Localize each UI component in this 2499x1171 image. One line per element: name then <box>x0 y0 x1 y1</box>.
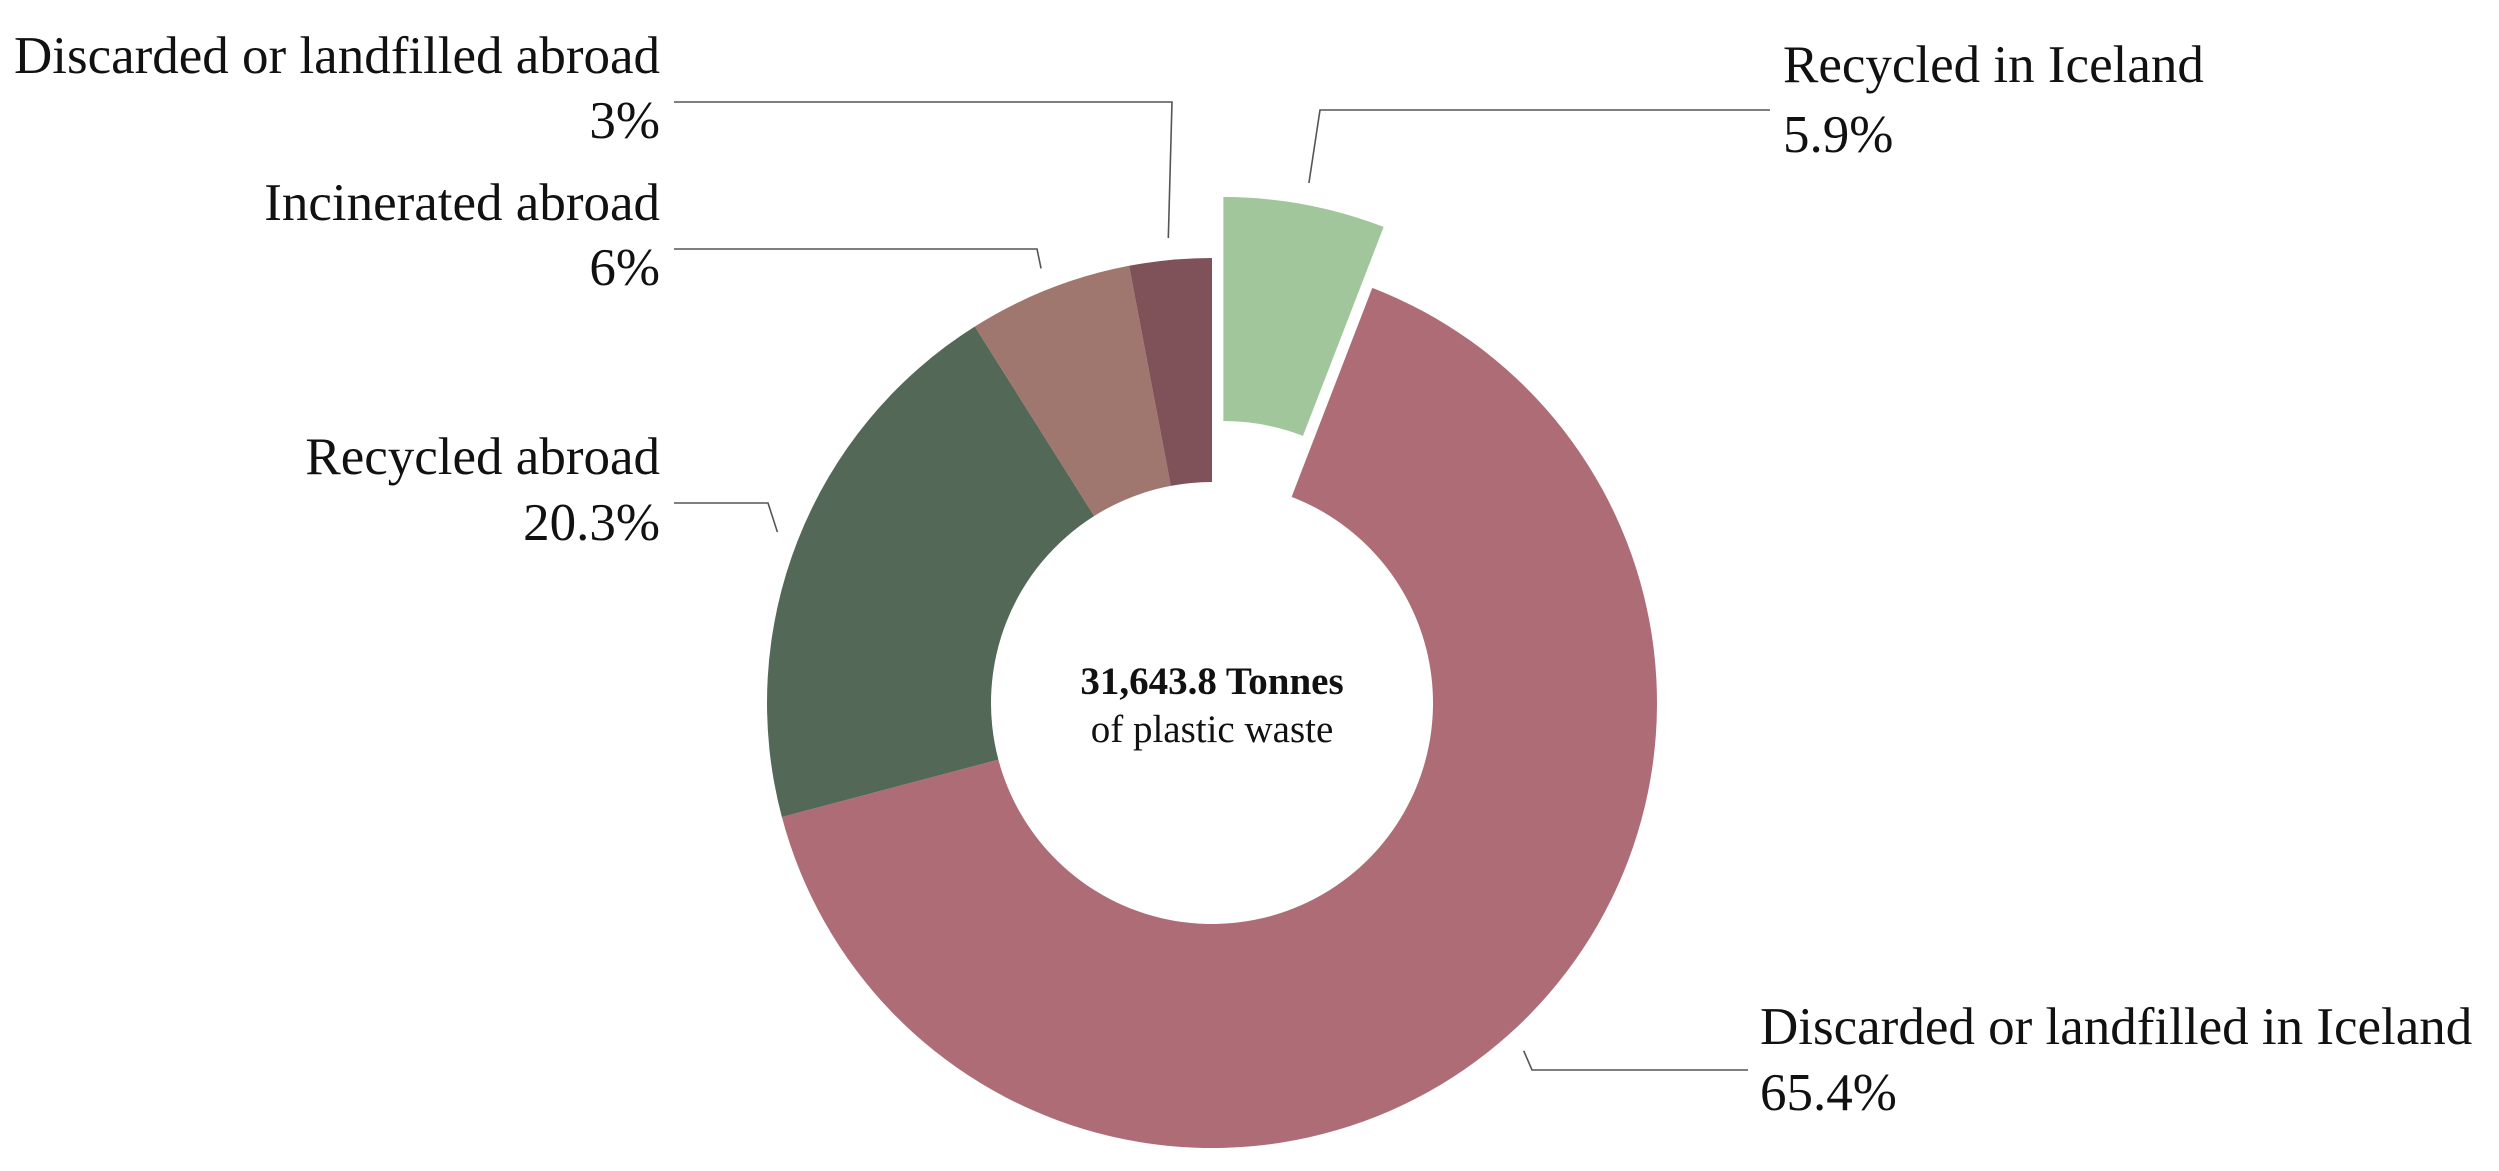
slice-recycled-in-iceland <box>1223 197 1384 436</box>
value-label-discarded-or-landfilled-abroad: 3% <box>589 92 660 150</box>
label-recycled-in-iceland: Recycled in Iceland <box>1783 36 2204 94</box>
labels-layer: Recycled in Iceland 5.9% Discarded or land… <box>14 27 2472 1122</box>
slice-discarded-or-landfilled-in-iceland <box>781 287 1658 1149</box>
center-subtitle: of plastic waste <box>1091 708 1334 751</box>
leader-line-recycled-in-iceland <box>1308 109 1770 184</box>
slices-layer <box>767 197 1658 1149</box>
value-label-discarded-or-landfilled-in-iceland: 65.4% <box>1760 1064 1897 1122</box>
label-recycled-abroad: Recycled abroad <box>305 428 660 486</box>
leader-line-incinerated-abroad <box>674 248 1042 269</box>
label-incinerated-abroad: Incinerated abroad <box>264 174 660 232</box>
center-total: 31,643.8 Tonnes <box>1080 660 1343 703</box>
label-discarded-or-landfilled-in-iceland: Discarded or landfilled in Iceland <box>1760 998 2472 1056</box>
leader-line-recycled-abroad <box>674 502 779 533</box>
value-label-recycled-in-iceland: 5.9% <box>1783 106 1893 164</box>
value-label-recycled-abroad: 20.3% <box>523 494 660 552</box>
leader-line-discarded-or-landfilled-abroad <box>674 101 1173 239</box>
center-label: 31,643.8 Tonnes of plastic waste <box>1080 660 1343 751</box>
leader-line-discarded-or-landfilled-in-iceland <box>1522 1050 1748 1071</box>
slice-incinerated-abroad <box>974 265 1171 517</box>
value-label-incinerated-abroad: 6% <box>589 239 660 297</box>
slice-recycled-abroad <box>767 326 1095 818</box>
leaders-layer <box>674 101 1770 1071</box>
label-discarded-or-landfilled-abroad: Discarded or landfilled abroad <box>14 27 660 85</box>
slice-discarded-or-landfilled-abroad <box>1129 258 1212 486</box>
